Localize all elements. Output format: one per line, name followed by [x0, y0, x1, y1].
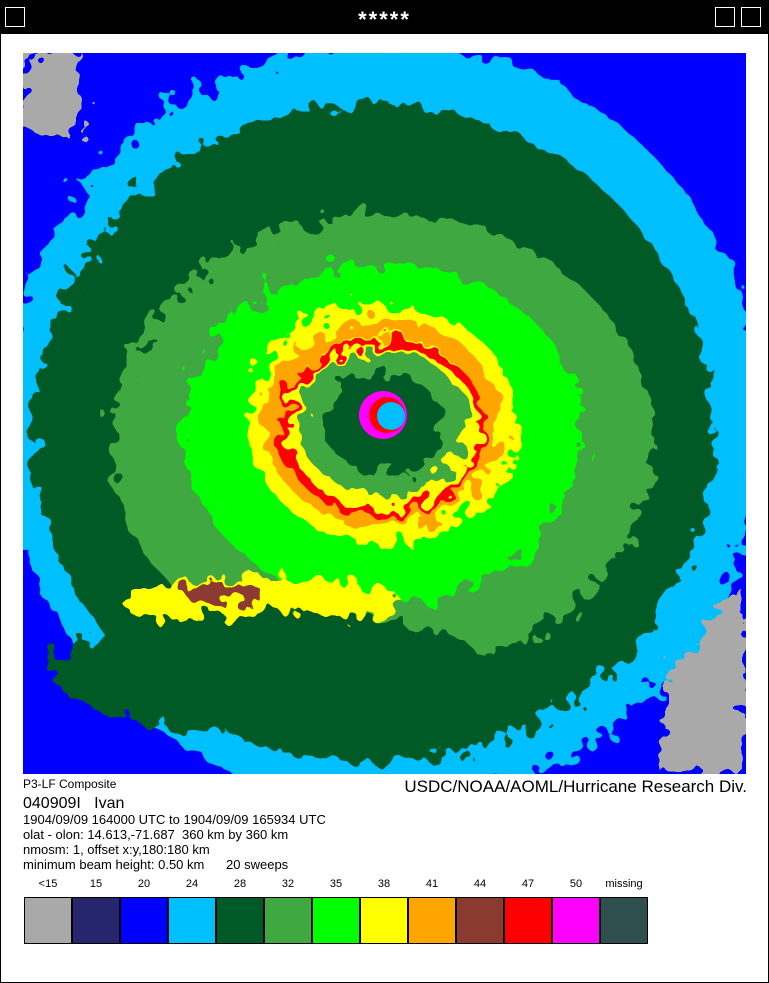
- minimize-button[interactable]: [715, 7, 735, 27]
- legend-label: 41: [425, 878, 439, 890]
- legend-swatch: [264, 897, 312, 944]
- info-line: olat - olon: 14.613,-71.687 360 km by 36…: [23, 827, 289, 842]
- legend-swatch: [600, 897, 648, 944]
- legend-label: 47: [521, 878, 535, 890]
- legend-swatch: [360, 897, 408, 944]
- echo: [279, 339, 487, 517]
- legend-swatch: [504, 897, 552, 944]
- legend-label: 15: [89, 878, 103, 890]
- legend-label: 38: [377, 878, 391, 890]
- eye: [377, 402, 405, 430]
- radar-image: [23, 53, 746, 774]
- legend-swatch: [408, 897, 456, 944]
- echo: [183, 583, 263, 603]
- echo: [53, 613, 493, 733]
- legend-label: 20: [137, 878, 151, 890]
- legend-label: missing: [605, 878, 643, 890]
- legend-swatch: [24, 897, 72, 944]
- info-line: nmosm: 1, offset x:y,180:180 km: [23, 842, 210, 857]
- legend-label: 28: [233, 878, 247, 890]
- product-label: P3-LF Composite: [23, 777, 117, 791]
- echo: [23, 53, 83, 133]
- legend-swatch: [120, 897, 168, 944]
- legend-label: 32: [281, 878, 295, 890]
- title-bar: *****: [1, 1, 768, 34]
- legend-swatch: [312, 897, 360, 944]
- source-label: USDC/NOAA/AOML/Hurricane Research Div.: [404, 777, 747, 796]
- legend-swatch: [72, 897, 120, 944]
- menu-button[interactable]: [5, 7, 25, 27]
- legend-label: <15: [38, 878, 58, 890]
- legend-swatch: [456, 897, 504, 944]
- info-line: minimum beam height: 0.50 km 20 sweeps: [23, 857, 289, 872]
- legend-swatch: [216, 897, 264, 944]
- legend-label: 50: [569, 878, 583, 890]
- legend-swatch: [552, 897, 600, 944]
- legend-swatch: [168, 897, 216, 944]
- legend-label: 35: [329, 878, 343, 890]
- legend-label: 44: [473, 878, 487, 890]
- maximize-button[interactable]: [741, 7, 761, 27]
- window-title: *****: [358, 7, 411, 32]
- storm-label: 040909I Ivan: [23, 795, 125, 812]
- radar-echoes: [23, 53, 746, 774]
- echo: [264, 319, 502, 527]
- info-line: 1904/09/09 164000 UTC to 1904/09/09 1659…: [23, 812, 326, 827]
- legend-label: 24: [185, 878, 199, 890]
